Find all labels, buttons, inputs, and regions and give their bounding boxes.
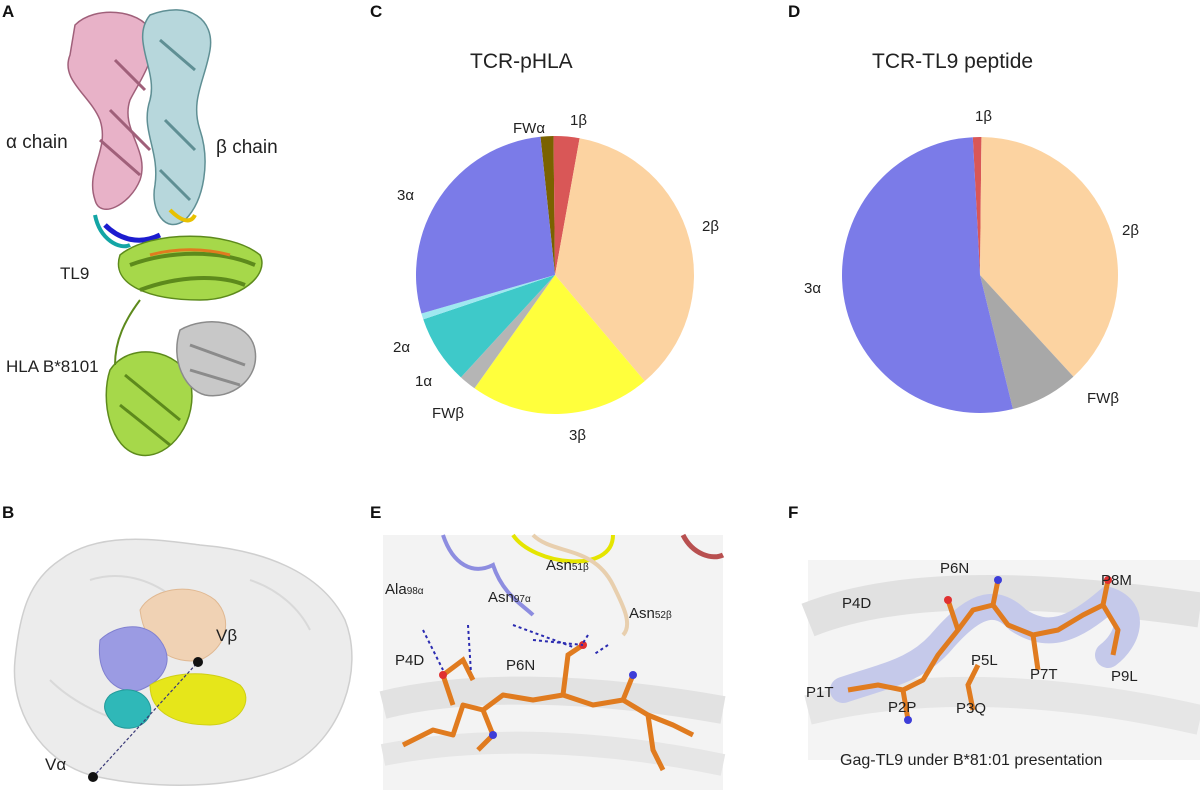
- panel-letter-b: B: [2, 503, 15, 522]
- pie-slice-FWα: [540, 136, 555, 275]
- panel-letter-d: D: [788, 2, 801, 21]
- asn97-name: Asn: [488, 589, 514, 606]
- panel-letter-e: E: [370, 503, 382, 522]
- pie-d-label-1b: 1β: [975, 108, 992, 125]
- pie-c-label-2b: 2β: [702, 218, 719, 235]
- asn51-name: Asn: [546, 557, 572, 574]
- f-caption: Gag-TL9 under B*81:01 presentation: [840, 752, 1103, 769]
- asn97-sub: 97α: [513, 594, 531, 605]
- f-p7t-label: P7T: [1030, 666, 1058, 683]
- panel-b-surface: Vβ Vα: [0, 500, 370, 794]
- hla-label: HLA B*8101: [6, 357, 99, 376]
- cdr-loops: [103, 223, 162, 243]
- pie-c-label-3a: 3α: [397, 187, 415, 204]
- cdr3a-footprint: [98, 626, 168, 692]
- ala98-name: Ala: [385, 581, 407, 598]
- pie-c-label-3b: 3β: [569, 427, 586, 444]
- pie-slice-1β: [553, 135, 580, 275]
- f-p3q-label: P3Q: [956, 700, 987, 717]
- asn51-label: Asn51β: [546, 557, 589, 574]
- pie-c-label-2a: 2α: [393, 339, 411, 356]
- pie-d-title: TCR-TL9 peptide: [872, 50, 1034, 73]
- beta-chain-label: β chain: [216, 137, 278, 158]
- pie-c-label-fwb: FWβ: [432, 405, 464, 422]
- f-p5l-label: P5L: [971, 652, 998, 669]
- electron-density-map: [801, 560, 1200, 760]
- asn52-name: Asn: [629, 605, 655, 622]
- panel-f-density: P1T P2P P3Q P4D P5L P6N P7T P8M P9L: [801, 560, 1200, 760]
- pie-d-label-fwb: FWβ: [1087, 390, 1119, 407]
- pie-c-label-1a: 1α: [415, 373, 433, 390]
- e-p6n-label: P6N: [506, 657, 536, 674]
- hla-groove: [117, 235, 263, 301]
- alpha-chain-label: α chain: [6, 132, 68, 153]
- ala98-label: Ala98α: [385, 581, 424, 598]
- hbond-network: [379, 533, 726, 790]
- beta-chain-ribbon: [141, 9, 212, 226]
- valpha-label: Vα: [45, 755, 67, 774]
- pie-slice-3α: [416, 136, 555, 314]
- pie-slice-1β: [972, 137, 982, 275]
- f-p1t-label: P1T: [806, 684, 834, 701]
- pie-slice-1α: [423, 275, 555, 378]
- pie-slice-FWβ: [980, 275, 1074, 410]
- f-p4d-label: P4D: [842, 595, 872, 612]
- b2m-ribbon: [176, 321, 257, 397]
- f-p8m-label: P8M: [1101, 572, 1132, 589]
- tl9-peptide: [149, 248, 231, 257]
- pie-c-label-1b: 1β: [570, 112, 587, 129]
- f-p2p-label: P2P: [888, 699, 917, 716]
- pie-c-title: TCR-pHLA: [470, 50, 573, 73]
- pie-slice-2β: [980, 137, 1119, 377]
- pie-d-label-3a: 3α: [804, 280, 822, 297]
- tcr-surface-footprint: [13, 538, 353, 786]
- ala98-sub: 98α: [406, 586, 424, 597]
- asn52-sub: 52β: [654, 610, 672, 621]
- tl9-label: TL9: [60, 264, 90, 283]
- asn51-sub: 51β: [571, 562, 589, 573]
- f-p6n-label: P6N: [940, 560, 970, 577]
- e-p4d-label: P4D: [395, 652, 425, 669]
- pie-slice-3α: [842, 137, 1013, 414]
- vbeta-label: Vβ: [216, 626, 238, 645]
- tcr-hla-cartoon: [67, 9, 263, 457]
- cdr1a-footprint: [104, 689, 152, 729]
- panel-a-structure: α chain β chain TL9 HLA B*8101: [0, 0, 370, 480]
- panel-letter-a: A: [2, 2, 15, 21]
- pie-slice-FWβ: [460, 275, 555, 389]
- cdr3b-footprint: [149, 673, 247, 726]
- pie-c-label-fwa: FWα: [513, 120, 545, 137]
- pie-d-label-2b: 2β: [1122, 222, 1139, 239]
- panel-letter-c: C: [370, 2, 383, 21]
- asn97-label: Asn97α: [488, 589, 531, 606]
- docking-axis: [92, 661, 199, 778]
- pie-slice-3β: [474, 275, 645, 414]
- f-p9l-label: P9L: [1111, 668, 1138, 685]
- asn52-label: Asn52β: [629, 605, 672, 622]
- panel-letter-f: F: [788, 503, 799, 522]
- panel-e-interactions: Ala98α Asn97α Asn51β Asn52β P4D P6N: [379, 533, 726, 790]
- pie-slice-2α: [421, 275, 555, 320]
- pie-slice-2β: [555, 138, 695, 382]
